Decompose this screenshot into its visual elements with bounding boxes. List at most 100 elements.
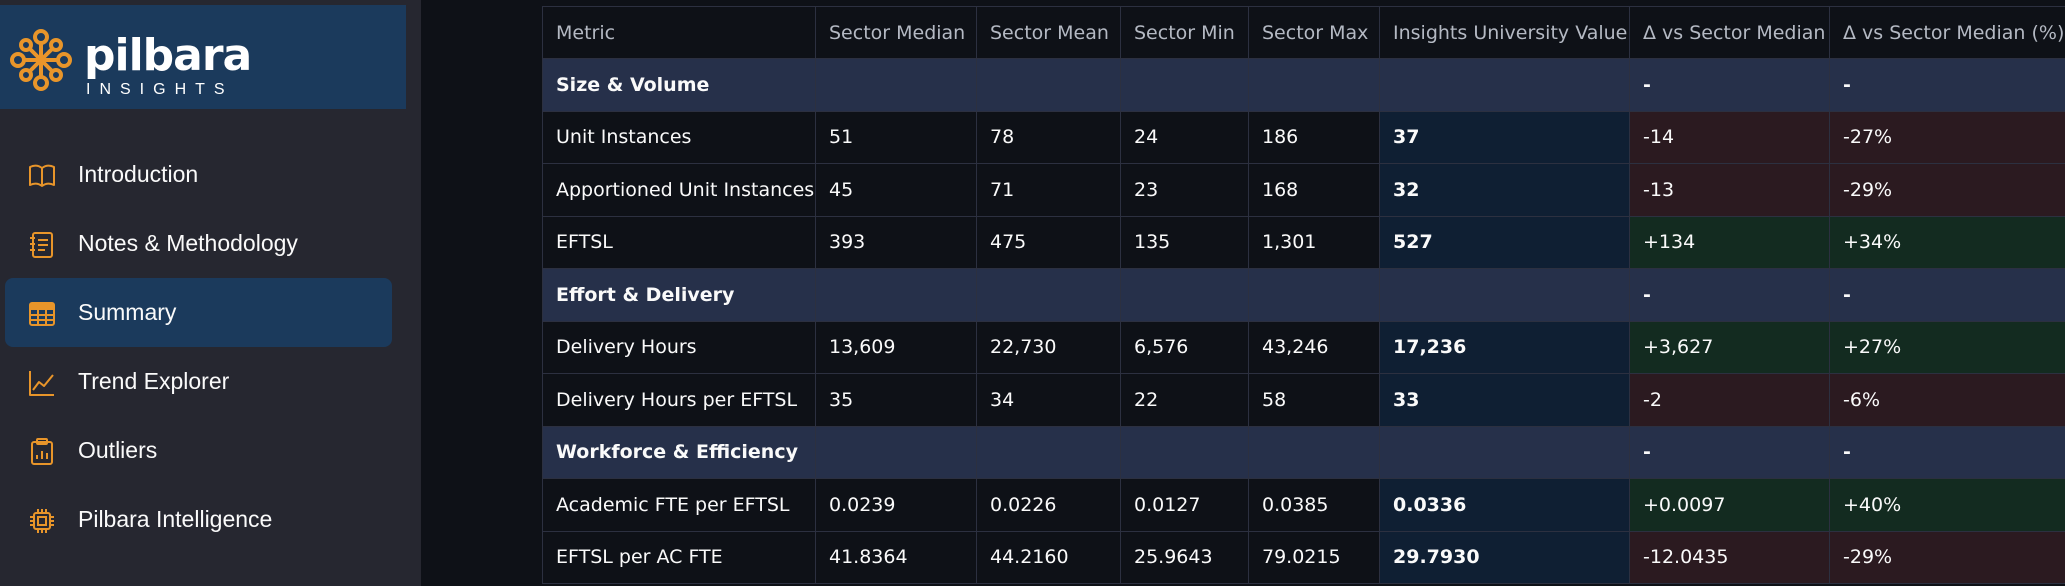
table-row: EFTSL 393 475 135 1,301 527 +134 +34% xyxy=(542,215,2065,269)
table-cell: Unit Instances xyxy=(542,110,816,164)
table-cell: -2 xyxy=(1629,373,1830,427)
table-cell: 1,301 xyxy=(1248,215,1380,269)
table-row: Academic FTE per EFTSL 0.0239 0.0226 0.0127… xyxy=(542,478,2065,532)
column-header[interactable]: Δ vs Sector Median (%) xyxy=(1829,6,2065,59)
summary-table-container: Metric Sector Median Sector Mean Sector Min… xyxy=(542,6,2065,584)
sidebar-item-label: Pilbara Intelligence xyxy=(78,506,273,532)
table-cell: -12.0435 xyxy=(1629,530,1830,584)
sidebar-item-label: Notes & Methodology xyxy=(78,230,298,256)
table-cell: -29% xyxy=(1829,530,2065,584)
sidebar-item-notes[interactable]: Notes & Methodology xyxy=(5,209,392,278)
table-cell: 34 xyxy=(976,373,1121,427)
table-cell: 58 xyxy=(1248,373,1380,427)
table-cell: -6% xyxy=(1829,373,2065,427)
brand-name: pilbara xyxy=(84,30,252,81)
table-cell: 25.9643 xyxy=(1120,530,1249,584)
table-cell: 475 xyxy=(976,215,1121,269)
table-cell: 44.2160 xyxy=(976,530,1121,584)
sidebar-item-pilbara-intelligence[interactable]: Pilbara Intelligence xyxy=(5,485,392,554)
table-cell: +0.0097 xyxy=(1629,478,1830,532)
table-cell: 41.8364 xyxy=(815,530,977,584)
table-row: Apportioned Unit Instances 45 71 23 168 32 -13… xyxy=(542,163,2065,217)
table-cell: 24 xyxy=(1120,110,1249,164)
table-cell: -29% xyxy=(1829,163,2065,217)
brand-sub: INSIGHTS xyxy=(86,81,234,98)
table-cell: 51 xyxy=(815,110,977,164)
table-cell: 22,730 xyxy=(976,320,1121,374)
table-cell: EFTSL per AC FTE xyxy=(542,530,816,584)
column-header[interactable]: Δ vs Sector Median xyxy=(1629,6,1830,59)
book-icon xyxy=(29,164,55,187)
section-row: Size & Volume - - xyxy=(542,58,2065,112)
clipboard-chart-icon xyxy=(31,438,53,465)
sidebar-item-summary[interactable]: Summary xyxy=(5,278,392,347)
table-cell: 37 xyxy=(1379,110,1630,164)
table-row: Delivery Hours per EFTSL 35 34 22 58 33 -2 -6% xyxy=(542,373,2065,427)
table-cell: 6,576 xyxy=(1120,320,1249,374)
table-cell xyxy=(815,268,977,322)
column-header[interactable]: Sector Max xyxy=(1248,6,1380,59)
table-cell: 168 xyxy=(1248,163,1380,217)
column-header[interactable]: Sector Min xyxy=(1120,6,1249,59)
sidebar-item-trend-explorer[interactable]: Trend Explorer xyxy=(5,347,392,416)
sidebar-item-introduction[interactable]: Introduction xyxy=(5,140,392,209)
pilbara-logo-icon xyxy=(10,29,72,91)
column-header[interactable]: Sector Median xyxy=(815,6,977,59)
table-cell: 23 xyxy=(1120,163,1249,217)
table-cell: Delivery Hours per EFTSL xyxy=(542,373,816,427)
column-header[interactable]: Metric xyxy=(542,6,816,59)
table-cell: 0.0226 xyxy=(976,478,1121,532)
table-cell: 186 xyxy=(1248,110,1380,164)
table-cell xyxy=(815,425,977,479)
table-row: Delivery Hours 13,609 22,730 6,576 43,246 17,… xyxy=(542,320,2065,374)
table-cell: - xyxy=(1829,268,2065,322)
summary-table: Metric Sector Median Sector Mean Sector Min… xyxy=(542,6,2065,584)
table-cell: 135 xyxy=(1120,215,1249,269)
table-cell: 17,236 xyxy=(1379,320,1630,374)
table-cell xyxy=(1379,58,1630,112)
table-cell xyxy=(1120,268,1249,322)
table-cell: - xyxy=(1629,268,1830,322)
table-cell: Effort & Delivery xyxy=(542,268,816,322)
table-cell xyxy=(1120,425,1249,479)
sidebar-item-label: Summary xyxy=(78,299,177,325)
table-cell: - xyxy=(1629,425,1830,479)
table-cell: 35 xyxy=(815,373,977,427)
sidebar-item-label: Trend Explorer xyxy=(78,368,230,394)
table-cell xyxy=(1379,425,1630,479)
table-row: Unit Instances 51 78 24 186 37 -14 -27% xyxy=(542,110,2065,164)
table-cell: -13 xyxy=(1629,163,1830,217)
column-header[interactable]: Sector Mean xyxy=(976,6,1121,59)
table-body: Size & Volume - - Unit Instances 51 78 24 186 37… xyxy=(542,58,2065,584)
table-cell: 0.0239 xyxy=(815,478,977,532)
table-cell xyxy=(1248,268,1380,322)
table-cell xyxy=(976,58,1121,112)
table-cell: - xyxy=(1629,58,1830,112)
sidebar: pilbara INSIGHTS Introduction Notes & Me… xyxy=(0,0,421,586)
sidebar-item-outliers[interactable]: Outliers xyxy=(5,416,392,485)
sidebar-item-label: Introduction xyxy=(78,161,199,187)
table-cell: 79.0215 xyxy=(1248,530,1380,584)
table-cell: EFTSL xyxy=(542,215,816,269)
table-cell: - xyxy=(1829,425,2065,479)
column-header[interactable]: Insights University Value xyxy=(1379,6,1630,59)
table-cell: 33 xyxy=(1379,373,1630,427)
section-row: Workforce & Efficiency - - xyxy=(542,425,2065,479)
table-cell: 0.0127 xyxy=(1120,478,1249,532)
table-cell: +40% xyxy=(1829,478,2065,532)
table-cell: 0.0336 xyxy=(1379,478,1630,532)
table-cell: Delivery Hours xyxy=(542,320,816,374)
table-icon xyxy=(29,302,55,326)
table-cell: -27% xyxy=(1829,110,2065,164)
table-cell: 45 xyxy=(815,163,977,217)
sidebar-item-label: Outliers xyxy=(78,437,158,463)
chip-icon xyxy=(30,509,54,533)
sidebar-nav: Introduction Notes & Methodology Summary xyxy=(5,140,392,554)
table-cell: 43,246 xyxy=(1248,320,1380,374)
brand-logo[interactable]: pilbara INSIGHTS xyxy=(0,5,406,109)
table-cell xyxy=(976,268,1121,322)
table-cell: +27% xyxy=(1829,320,2065,374)
table-cell: +3,627 xyxy=(1629,320,1830,374)
table-cell: 0.0385 xyxy=(1248,478,1380,532)
table-cell xyxy=(1120,58,1249,112)
